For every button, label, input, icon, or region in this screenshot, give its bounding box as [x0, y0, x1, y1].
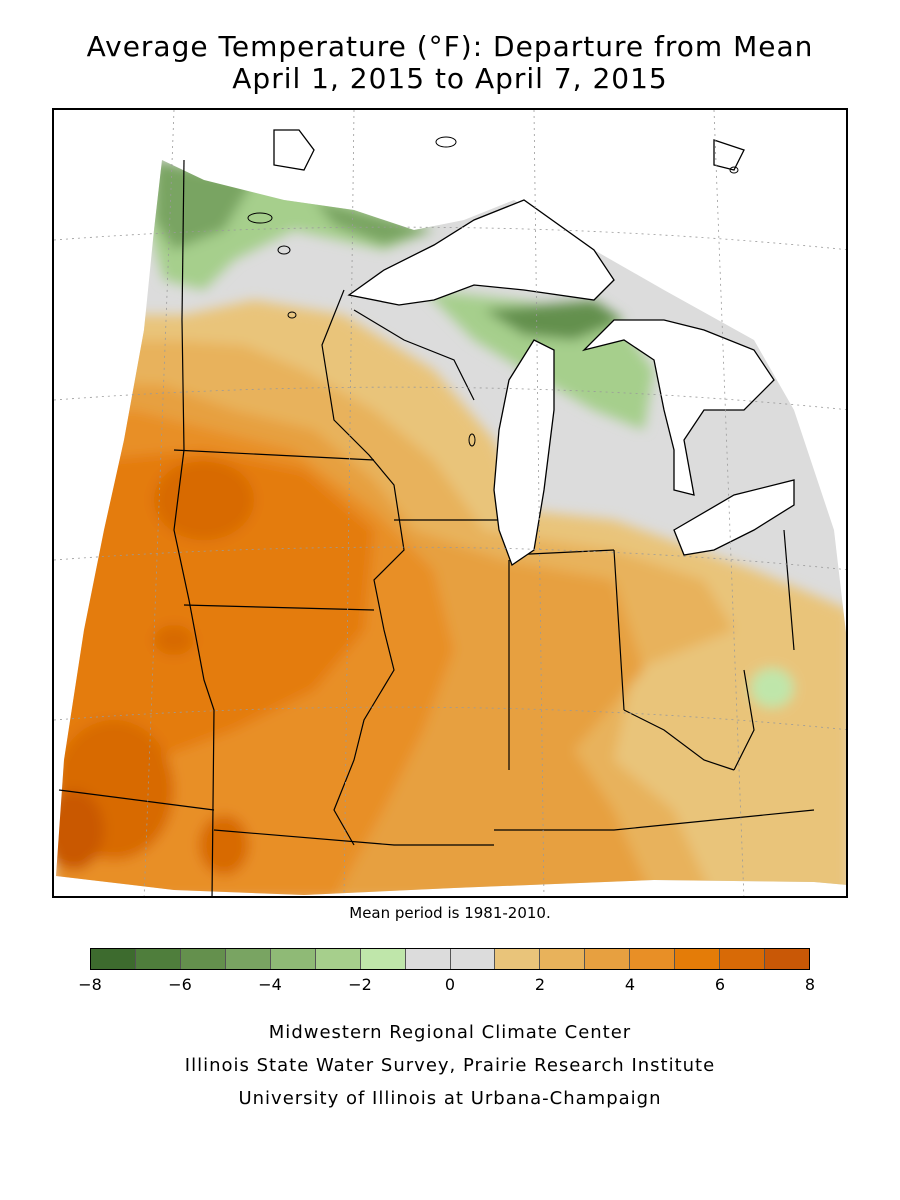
legend-swatch	[540, 949, 586, 969]
credit-line-1: Midwestern Regional Climate Center	[268, 1022, 632, 1043]
credit-line-3: University of Illinois at Urbana-Champai…	[238, 1088, 662, 1109]
state-boundaries	[58, 159, 815, 896]
graticule	[54, 110, 846, 896]
legend-tick-label: −2	[348, 975, 372, 994]
legend-tick-label: 2	[534, 975, 546, 994]
legend-swatch	[765, 949, 809, 969]
legend-swatch	[675, 949, 721, 969]
great-lakes	[273, 129, 795, 567]
legend-tick-label: 0	[444, 975, 456, 994]
map-title: Average Temperature (°F): Departure from…	[86, 30, 814, 63]
legend-tick-label: 4	[624, 975, 636, 994]
legend-swatch	[180, 949, 226, 969]
legend-tick-label: −6	[168, 975, 192, 994]
map-frame	[52, 108, 848, 898]
legend-swatch	[91, 949, 136, 969]
legend-swatch	[630, 949, 676, 969]
legend-swatch	[315, 949, 361, 969]
small-lakes	[247, 136, 739, 447]
legend-tick-label: −4	[258, 975, 282, 994]
legend-tick-label: −8	[78, 975, 102, 994]
legend-tick-label: 6	[714, 975, 726, 994]
legend-swatch	[135, 949, 181, 969]
legend-tick-label: 8	[804, 975, 816, 994]
legend-swatch	[405, 949, 451, 969]
legend-swatch	[450, 949, 496, 969]
legend-swatch	[225, 949, 271, 969]
credit-line-2: Illinois State Water Survey, Prairie Res…	[184, 1055, 716, 1076]
temperature-departure-map	[54, 110, 846, 896]
legend-swatch	[360, 949, 406, 969]
mean-period-note: Mean period is 1981-2010.	[349, 904, 551, 922]
legend-swatch	[270, 949, 316, 969]
legend-swatch	[585, 949, 631, 969]
color-legend	[90, 948, 810, 970]
legend-swatch	[720, 949, 766, 969]
legend-swatch	[495, 949, 541, 969]
map-date-range: April 1, 2015 to April 7, 2015	[232, 62, 668, 95]
